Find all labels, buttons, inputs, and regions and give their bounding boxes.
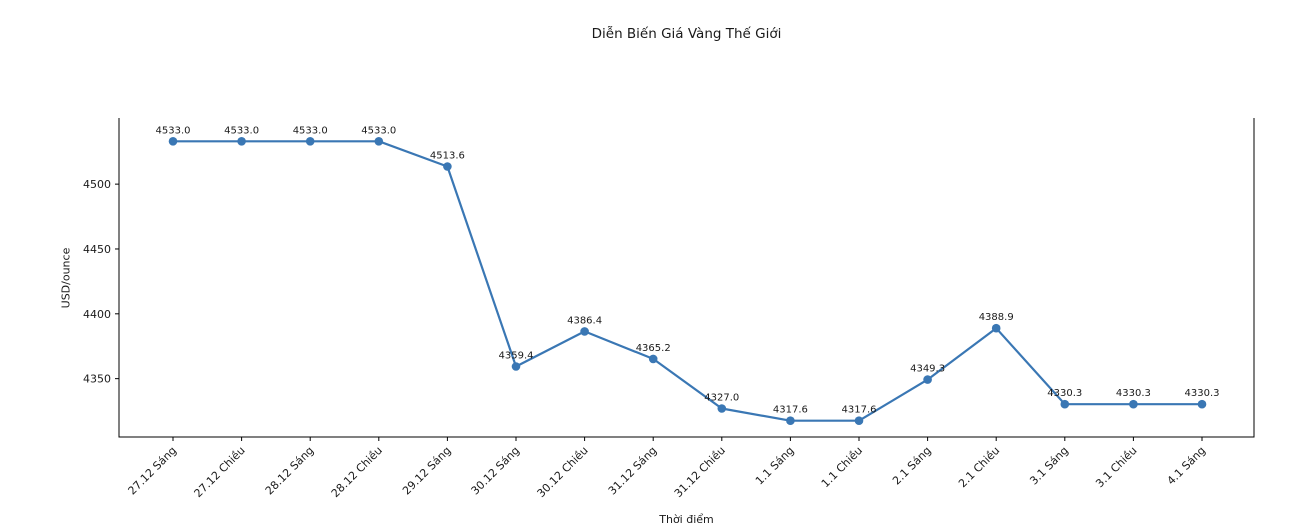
data-point-marker xyxy=(168,137,178,146)
x-axis-tick-label: 30.12 Chiều xyxy=(535,444,591,500)
data-point-label: 4330.3 xyxy=(1047,388,1082,399)
data-point-marker xyxy=(786,416,795,426)
y-axis-tick-label: 4450 xyxy=(83,243,111,256)
data-point-marker xyxy=(717,404,727,413)
axes-spines xyxy=(118,118,1255,438)
x-axis-label: Thời điểm xyxy=(659,513,714,526)
x-axis-tick-label: 2.1 Sáng xyxy=(890,444,934,488)
x-axis-tick-label: 28.12 Sáng xyxy=(263,444,317,498)
x-axis-tick-label: 2.1 Chiều xyxy=(956,444,1002,490)
data-point-label: 4513.6 xyxy=(430,151,465,162)
data-point-label: 4533.0 xyxy=(293,125,328,136)
data-point-label: 4327.0 xyxy=(704,393,739,404)
chart-title: Diễn Biến Giá Vàng Thế Giới xyxy=(591,26,782,42)
data-point-label: 4330.3 xyxy=(1116,388,1151,399)
x-axis-tick-label: 31.12 Sáng xyxy=(606,444,660,498)
x-axis-tick-label: 27.12 Chiều xyxy=(192,444,248,500)
x-axis-tick-label: 1.1 Chiều xyxy=(819,444,865,490)
x-axis-tick-label: 31.12 Chiều xyxy=(672,444,728,500)
data-point-marker xyxy=(1060,399,1070,409)
x-axis-tick-label: 30.12 Sáng xyxy=(469,444,523,498)
data-point-label: 4317.6 xyxy=(773,405,808,416)
x-axis-tick-label: 3.1 Sáng xyxy=(1027,444,1071,488)
data-point-label: 4365.2 xyxy=(636,343,671,354)
x-axis-tick-label: 27.12 Sáng xyxy=(126,444,180,498)
data-point-label: 4533.0 xyxy=(361,125,396,136)
data-point-label: 4317.6 xyxy=(842,405,877,416)
data-point-marker xyxy=(991,323,1001,333)
x-axis-tick-label: 1.1 Sáng xyxy=(753,444,797,488)
y-axis-tick-label: 4350 xyxy=(83,373,111,386)
price-line xyxy=(171,140,1204,422)
data-point-label: 4533.0 xyxy=(224,125,259,136)
x-axis-tick-label: 4.1 Sáng xyxy=(1165,444,1209,488)
data-point-label: 4386.4 xyxy=(567,315,602,326)
data-point-marker xyxy=(443,162,452,171)
x-axis-tick-label: 29.12 Sáng xyxy=(400,444,454,498)
x-axis-tick-label: 3.1 Chiều xyxy=(1093,444,1139,490)
data-point-marker xyxy=(374,137,384,146)
data-point-marker xyxy=(305,137,315,146)
data-point-marker xyxy=(648,354,658,364)
data-point-marker xyxy=(580,327,589,336)
y-axis-tick-label: 4500 xyxy=(83,178,111,191)
data-point-marker xyxy=(1129,399,1138,409)
data-point-label: 4349.3 xyxy=(910,364,945,375)
data-point-label: 4330.3 xyxy=(1185,388,1220,399)
data-point-label: 4359.4 xyxy=(499,351,534,362)
data-point-label: 4533.0 xyxy=(156,125,191,136)
data-point-marker xyxy=(1197,399,1207,409)
y-axis-tick-label: 4400 xyxy=(83,308,111,321)
data-point-marker xyxy=(511,362,521,371)
x-axis-tick-label: 28.12 Chiều xyxy=(329,444,385,500)
data-point-marker xyxy=(854,416,864,426)
data-point-label: 4388.9 xyxy=(979,312,1014,323)
data-point-marker xyxy=(237,137,246,146)
data-point-marker xyxy=(923,375,932,384)
